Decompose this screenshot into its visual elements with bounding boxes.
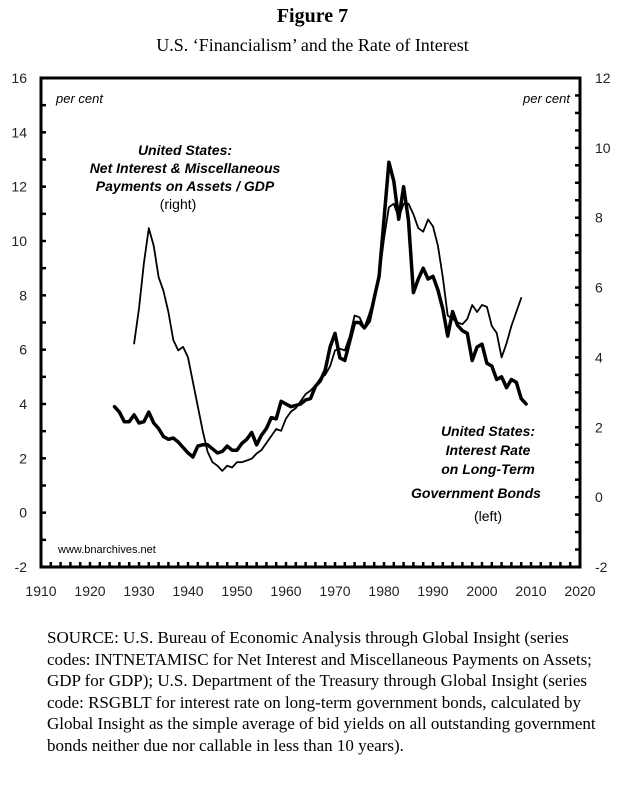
dual-axis-line-chart: -2 0 2 4 6 8 10 12 14 16 -2 0 2 4 6 8 10 12 1910 1920 1930 19… (11, 70, 610, 599)
annotation-bond-rate: United States: Interest Rate on Long-Ter… (411, 423, 541, 524)
x-axis-tick-label: 2020 (564, 583, 595, 599)
annotation-bond-rate-line-4: Government Bonds (411, 485, 541, 501)
left-axis-tick-label: 6 (19, 342, 27, 358)
x-axis-tick-label: 1970 (319, 583, 350, 599)
annotation-bond-rate-axis-note: (left) (474, 508, 502, 524)
right-axis-tick-label: 2 (595, 419, 603, 435)
annotation-bond-rate-line-3: on Long-Term (441, 461, 535, 477)
left-axis-tick-label: 14 (11, 124, 27, 140)
x-axis-tick-label: 1980 (368, 583, 399, 599)
x-axis-tick-label: 1950 (221, 583, 252, 599)
figure-number: Figure 7 (276, 5, 349, 27)
right-axis-tick-label: 0 (595, 489, 603, 505)
left-axis-tick-label: 16 (11, 70, 27, 86)
right-axis-tick-label: 4 (595, 349, 603, 365)
x-axis-tick-label: 1960 (270, 583, 301, 599)
right-axis-tick-label: 12 (595, 70, 611, 86)
annotation-net-interest: United States: Net Interest & Miscellane… (90, 142, 281, 212)
right-axis-tick-label: -2 (595, 559, 608, 575)
series-line-net_interest (133, 202, 523, 472)
x-axis-tick-label: 2010 (515, 583, 546, 599)
left-axis-tick-label: 8 (19, 287, 27, 303)
annotation-net-interest-line-1: United States: (138, 142, 232, 158)
annotation-net-interest-line-2: Net Interest & Miscellaneous (90, 160, 281, 176)
left-axis-tick-label: 2 (19, 450, 27, 466)
right-axis-tick-label: 8 (595, 210, 603, 226)
left-axis-tick-label: 0 (19, 505, 27, 521)
right-axis-unit-label: per cent (522, 91, 571, 106)
x-axis-tick-label: 1930 (123, 583, 154, 599)
left-axis-tick-label: 12 (11, 179, 27, 195)
series-line-bond_rate (112, 160, 528, 459)
annotation-net-interest-line-3: Payments on Assets / GDP (96, 178, 275, 194)
x-axis-tick-label: 1990 (417, 583, 448, 599)
left-axis-tick-label: 4 (19, 396, 27, 412)
annotation-net-interest-axis-note: (right) (160, 196, 197, 212)
watermark: www.bnarchives.net (57, 544, 156, 556)
annotation-bond-rate-line-2: Interest Rate (446, 442, 531, 458)
annotation-bond-rate-line-1: United States: (441, 423, 535, 439)
x-axis-tick-label: 2000 (466, 583, 497, 599)
x-axis-tick-label: 1940 (172, 583, 203, 599)
right-axis-tick-label: 10 (595, 140, 611, 156)
series-lines (112, 160, 528, 472)
chart-title: U.S. ‘Financialism’ and the Rate of Inte… (156, 35, 469, 55)
right-axis-tick-label: 6 (595, 280, 603, 296)
left-axis-tick-label: 10 (11, 233, 27, 249)
left-axis-tick-label: -2 (15, 559, 28, 575)
x-axis-tick-label: 1910 (25, 583, 56, 599)
x-axis-tick-label: 1920 (74, 583, 105, 599)
left-axis-unit-label: per cent (55, 91, 104, 106)
source-note: SOURCE: U.S. Bureau of Economic Analysis… (47, 628, 596, 755)
axes: -2 0 2 4 6 8 10 12 14 16 -2 0 2 4 6 8 10 12 1910 1920 1930 19… (11, 70, 610, 599)
